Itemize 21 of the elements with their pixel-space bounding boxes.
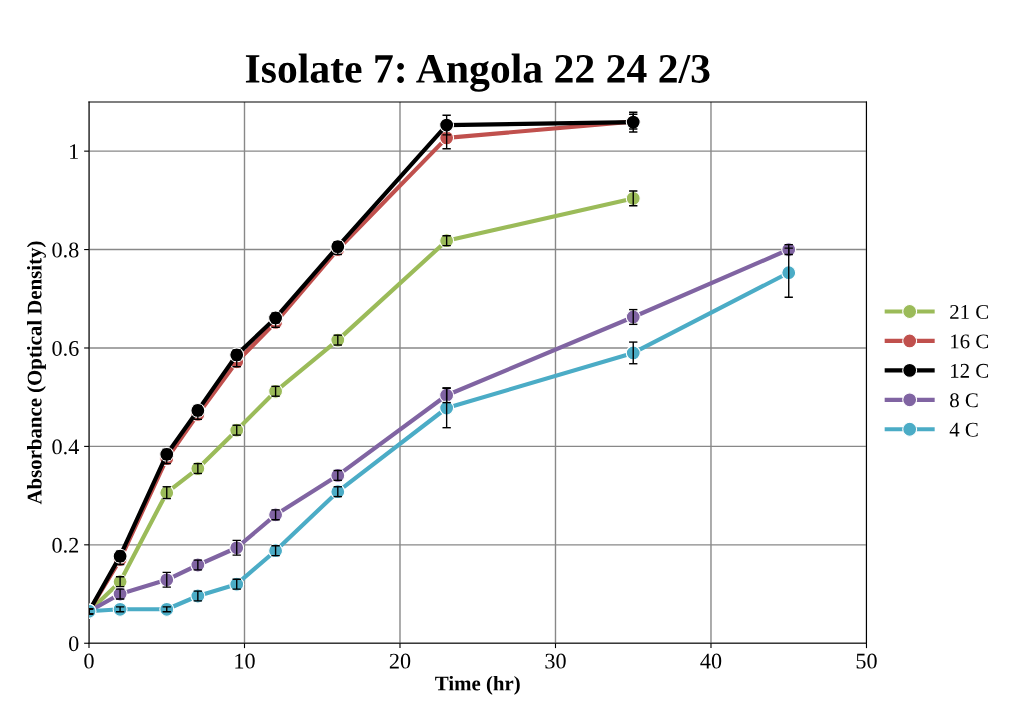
- x-tick-label: 0: [84, 653, 94, 669]
- chart-title: Isolate 7: Angola 22 24 2/3: [245, 53, 710, 92]
- x-tick-label: 20: [389, 653, 411, 669]
- legend-label: 21 C: [950, 304, 989, 319]
- x-tick-label: 30: [545, 653, 566, 669]
- legend-label: 16 C: [951, 334, 989, 349]
- legend-label: 12 C: [951, 363, 989, 378]
- legend-label: 4 C: [949, 422, 978, 437]
- legend-label: 8 C: [950, 393, 978, 408]
- x-tick-label: 50: [856, 653, 877, 669]
- x-tick-label: 40: [700, 653, 722, 669]
- y-tick-label: 0.6: [52, 340, 79, 357]
- y-tick-label: 0: [69, 636, 79, 652]
- y-tick-label: 0.2: [52, 537, 79, 553]
- point: [781, 265, 797, 281]
- y-tick-label: 1: [70, 144, 78, 159]
- y-axis-title: Absorbance (Optical Density): [26, 241, 46, 505]
- y-tick-label: 0.8: [52, 242, 79, 258]
- x-tick-label: 10: [235, 653, 255, 669]
- x-axis-title: Time (hr): [435, 675, 520, 695]
- y-tick-label: 0.4: [52, 439, 79, 455]
